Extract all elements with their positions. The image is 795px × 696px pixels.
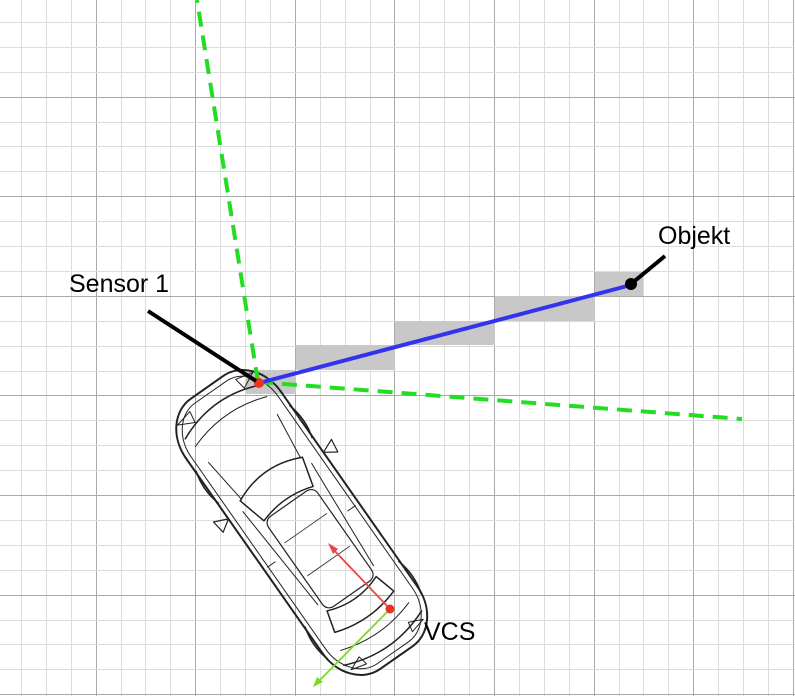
fov-left-boundary [195, 0, 260, 383]
vcs-label: VCS [424, 618, 476, 646]
vcs-x-arrowhead [328, 543, 338, 554]
sensor-label: Sensor 1 [69, 270, 170, 298]
vcs-x-axis [329, 545, 391, 610]
object-leader-line [629, 254, 667, 286]
measurement-ray [258, 283, 632, 385]
object-label: Objekt [658, 222, 731, 250]
sensor-point [254, 378, 264, 388]
vcs-axes [313, 543, 395, 687]
fov-right-boundary [257, 380, 743, 421]
sensor-leader-line [146, 309, 258, 383]
field-of-view [195, 0, 743, 421]
car-top-view-icon [175, 368, 429, 676]
vcs-y-axis [315, 608, 391, 685]
vcs-y-arrowhead [313, 677, 323, 687]
vcs-origin [385, 604, 395, 614]
occupied-cell [296, 345, 395, 370]
